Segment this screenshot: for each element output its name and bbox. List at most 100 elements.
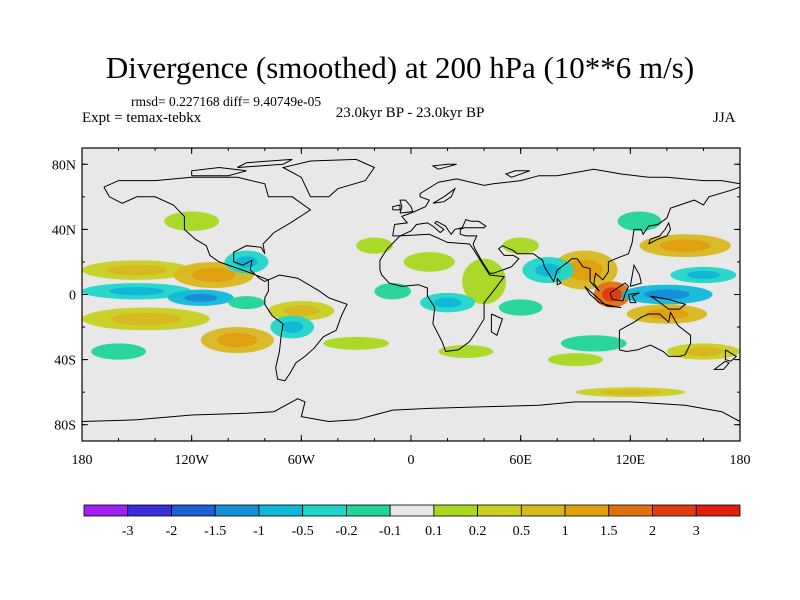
positive-divergence-core [600, 389, 661, 395]
colorbar-label: 1 [562, 524, 569, 539]
colorbar-swatch [389, 504, 435, 517]
colorbar-swatch [520, 504, 566, 517]
coastline [604, 303, 622, 308]
coastline [82, 398, 740, 423]
coastline [648, 221, 672, 245]
colorbar-swatch [214, 504, 260, 517]
coastline [490, 313, 504, 336]
coastline [392, 168, 740, 292]
coastline [431, 163, 457, 170]
positive-divergence-core [217, 332, 258, 348]
negative-divergence-core [109, 287, 165, 296]
colorbar-label: -0.2 [335, 524, 357, 539]
coastline [379, 233, 506, 353]
coastline [628, 292, 640, 304]
positive-divergence-core [283, 305, 320, 317]
negative-divergence-region [498, 299, 543, 316]
colorbar-label: 0.1 [425, 524, 443, 539]
coastline [650, 295, 687, 310]
positive-divergence-core [660, 239, 711, 252]
y-tick-label: 80S [54, 419, 76, 434]
stats-line: rmsd= 0.227168 diff= 9.40749e-05 [131, 94, 322, 109]
colorbar-swatch [171, 504, 216, 517]
x-tick-label: 120E [616, 453, 646, 468]
positive-divergence-core [644, 308, 690, 320]
coastline [191, 166, 247, 177]
colorbar-swatch [345, 504, 391, 517]
colorbar-label: 0.5 [513, 524, 531, 539]
negative-divergence-core [686, 270, 720, 280]
coastline [609, 282, 630, 302]
negative-divergence-core [184, 293, 218, 302]
positive-divergence-region [164, 211, 220, 232]
positive-divergence-region [323, 336, 390, 350]
negative-divergence-core [535, 263, 561, 277]
coastline [712, 360, 730, 370]
coastline [432, 187, 457, 204]
positive-divergence-core [106, 264, 167, 276]
y-tick-label: 40S [54, 354, 76, 369]
negative-divergence-region [374, 283, 411, 300]
colorbar-label: 2 [649, 524, 656, 539]
x-tick-label: 60W [288, 453, 316, 468]
colorbar-swatch [652, 504, 697, 517]
colorbar-swatch [608, 504, 653, 517]
x-tick-label: 180 [730, 453, 751, 468]
negative-divergence-core [281, 321, 304, 333]
colorbar-swatch [695, 504, 741, 517]
colorbar-label: -0.1 [379, 524, 401, 539]
colorbar-label: -2 [166, 524, 178, 539]
y-tick-label: 0 [69, 289, 76, 304]
colorbar-label: -1 [253, 524, 265, 539]
colorbar-label: -3 [122, 524, 134, 539]
x-tick-label: 60E [509, 453, 532, 468]
colorbar-label: 3 [693, 524, 700, 539]
positive-divergence-core [683, 346, 724, 356]
positive-divergence-core [566, 259, 603, 281]
positive-divergence-core [602, 287, 623, 302]
coastline [281, 158, 376, 198]
colorbar-swatch [433, 504, 479, 517]
colorbar-swatch [83, 504, 129, 517]
positive-divergence-region [438, 344, 494, 358]
negative-divergence-region [228, 296, 265, 310]
coastline [264, 274, 348, 382]
coastline [584, 286, 606, 305]
positive-divergence-region [462, 258, 507, 305]
colorbar-swatch [127, 504, 172, 517]
negative-divergence-region [617, 211, 662, 232]
y-tick-label: 40N [52, 223, 76, 238]
x-tick-label: 180 [72, 453, 93, 468]
positive-divergence-core [110, 312, 182, 326]
coastline [724, 349, 738, 362]
experiment-label: Expt = temax-tebkx [82, 110, 202, 126]
colorbar-swatch [564, 504, 610, 517]
coastline [504, 170, 530, 178]
positive-divergence-region [356, 237, 393, 254]
positive-divergence-region [502, 237, 539, 254]
coastline [618, 310, 692, 357]
colorbar-label: 1.5 [600, 524, 618, 539]
negative-divergence-region [560, 335, 627, 352]
negative-divergence-core [644, 289, 690, 300]
colorbar-swatch [302, 504, 347, 517]
coastline [399, 199, 414, 214]
colorbar-label: -1.5 [204, 524, 226, 539]
x-tick-label: 120W [175, 453, 210, 468]
x-tick-label: 0 [408, 453, 415, 468]
positive-divergence-core [191, 267, 236, 283]
plot-title: Divergence (smoothed) at 200 hPa (10**6 … [105, 50, 695, 85]
colorbar-label: -0.5 [292, 524, 314, 539]
colorbar-swatch [258, 504, 304, 517]
negative-divergence-core [235, 256, 258, 268]
negative-divergence-region [91, 343, 146, 360]
y-tick-label: 80N [52, 158, 76, 173]
colorbar-swatch [477, 504, 522, 517]
coastline [392, 204, 401, 211]
colorbar-label: 0.2 [469, 524, 487, 539]
positive-divergence-region [403, 252, 455, 272]
coastline [629, 263, 642, 287]
season-label: JJA [713, 110, 736, 126]
coastline [556, 277, 562, 286]
